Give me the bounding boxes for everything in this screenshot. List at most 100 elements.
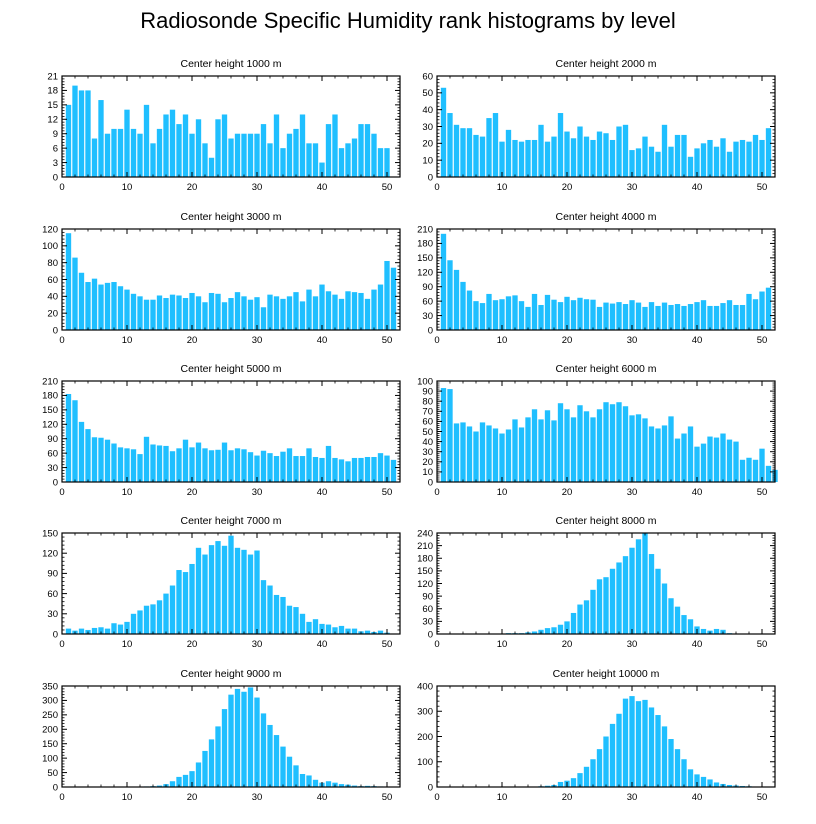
bar <box>85 90 91 177</box>
bar <box>221 545 228 634</box>
bar <box>124 289 130 330</box>
bar <box>111 282 117 330</box>
x-tick-label: 30 <box>252 335 263 346</box>
bar <box>447 260 453 330</box>
x-tick-label: 40 <box>692 487 703 498</box>
x-tick-label: 40 <box>692 182 703 193</box>
bar <box>486 293 492 330</box>
bar <box>726 151 733 177</box>
bar <box>700 776 707 787</box>
bar <box>447 113 453 177</box>
bar <box>163 114 169 177</box>
bar <box>577 773 583 787</box>
bar <box>694 302 700 330</box>
y-tick-label: 250 <box>42 710 58 721</box>
bar <box>78 421 85 482</box>
bar <box>453 423 460 482</box>
bar <box>371 133 377 177</box>
bar <box>176 570 182 634</box>
bar <box>590 589 596 634</box>
bar <box>241 549 247 634</box>
bar <box>117 128 124 177</box>
bar <box>306 621 312 634</box>
x-tick-label: 50 <box>757 792 768 803</box>
y-tick-label: 21 <box>47 71 58 82</box>
bar <box>655 151 661 177</box>
bar <box>700 300 707 330</box>
bar <box>137 454 143 482</box>
bar <box>228 298 234 330</box>
bar <box>241 296 247 330</box>
bar <box>280 148 286 177</box>
y-tick-label: 60 <box>422 417 433 428</box>
bar <box>338 459 345 482</box>
bar <box>759 448 765 482</box>
x-tick-label: 10 <box>497 792 508 803</box>
bar <box>648 426 655 482</box>
bar <box>260 713 267 787</box>
x-tick-label: 30 <box>252 487 263 498</box>
bar <box>338 298 345 330</box>
x-tick-label: 10 <box>122 487 133 498</box>
y-tick-label: 0 <box>53 782 58 793</box>
bar <box>603 577 609 634</box>
y-tick-label: 150 <box>417 253 433 264</box>
x-tick-label: 0 <box>59 487 64 498</box>
y-tick-label: 150 <box>42 739 58 750</box>
bar <box>130 613 137 634</box>
bar <box>551 420 557 482</box>
bar <box>603 133 609 177</box>
bar <box>609 723 616 788</box>
bar <box>700 143 707 177</box>
bar <box>325 624 332 634</box>
bar <box>358 292 364 330</box>
bar <box>505 129 512 177</box>
bar <box>668 416 674 482</box>
bar <box>622 556 629 634</box>
bar <box>325 781 332 787</box>
panel-6: Center height 6000 m01020304050607080901… <box>417 363 778 498</box>
bar <box>221 114 228 177</box>
bar <box>642 306 648 330</box>
bar <box>616 562 622 634</box>
x-tick-label: 10 <box>122 792 133 803</box>
y-tick-label: 40 <box>422 437 433 448</box>
bar <box>733 441 739 482</box>
bar <box>351 138 358 177</box>
bar <box>577 126 583 177</box>
bar <box>635 302 642 330</box>
y-tick-label: 6 <box>53 143 58 154</box>
bar <box>208 157 215 177</box>
panel-title: Center height 5000 m <box>181 363 282 375</box>
bar <box>453 124 460 177</box>
bar <box>681 759 687 787</box>
bar <box>765 465 772 482</box>
bar <box>473 134 479 177</box>
bar <box>384 455 390 482</box>
bar <box>377 148 384 177</box>
bar <box>668 739 674 787</box>
bar <box>338 148 345 177</box>
bar <box>453 269 460 330</box>
bar <box>570 300 577 330</box>
y-tick-label: 300 <box>42 696 58 707</box>
bar <box>752 459 759 482</box>
bar <box>176 124 182 177</box>
bar <box>687 304 694 330</box>
bar <box>642 533 648 634</box>
x-tick-label: 20 <box>562 487 573 498</box>
x-tick-label: 0 <box>59 335 64 346</box>
x-tick-label: 50 <box>382 639 393 650</box>
bar <box>700 443 707 482</box>
bar <box>98 627 104 634</box>
bar <box>325 124 332 177</box>
bar <box>577 405 583 482</box>
bar <box>228 138 234 177</box>
bar <box>726 784 733 787</box>
bar <box>616 302 622 330</box>
bar <box>551 299 557 330</box>
y-tick-label: 210 <box>42 376 58 387</box>
bar <box>325 291 332 330</box>
bar <box>648 302 655 330</box>
